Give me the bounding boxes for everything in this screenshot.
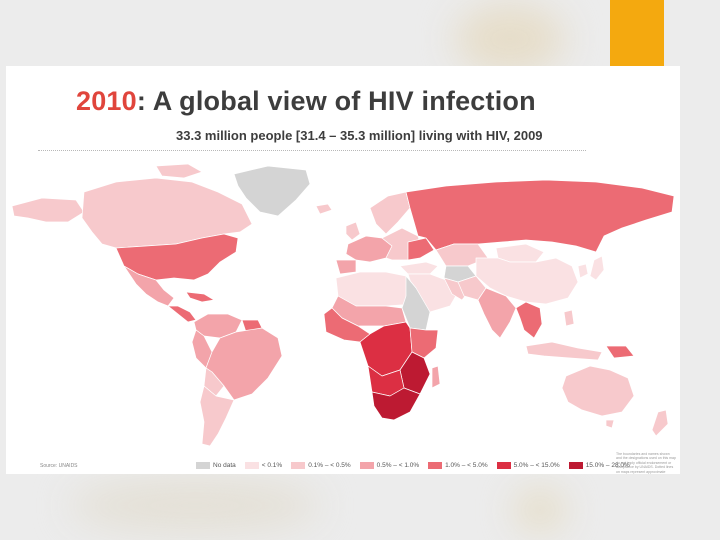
- map-region-russia: [405, 179, 675, 253]
- map-region-mongolia: [495, 243, 545, 263]
- legend-item-0-5-to-1-0: 0.5% – < 1.0%: [359, 461, 420, 469]
- background-blob: [515, 490, 565, 530]
- title-year: 2010: [76, 86, 137, 116]
- legend-item-15-0-to-28-0: 15.0% – 28.0%: [568, 461, 630, 469]
- legend-item-5-0-to-15-0: 5.0% – < 15.0%: [496, 461, 560, 469]
- legend-swatch: [244, 461, 259, 469]
- map-region-central-america: [167, 305, 197, 323]
- legend-item-below-0-1: < 0.1%: [244, 461, 283, 469]
- map-region-new-zealand: [651, 409, 669, 437]
- legend-label: < 0.1%: [261, 461, 283, 469]
- map-region-australia: [561, 365, 635, 417]
- map-region-alaska: [11, 197, 85, 223]
- legend-label: 1.0% – < 5.0%: [445, 461, 488, 469]
- map-region-japan: [589, 255, 605, 281]
- slide-title: 2010: A global view of HIV infection: [76, 86, 536, 117]
- slide-subtitle: 33.3 million people [31.4 – 35.3 million…: [176, 128, 543, 143]
- source-note: Source: UNAIDS: [40, 463, 78, 469]
- slide: 2010: A global view of HIV infection 33.…: [6, 66, 680, 474]
- map-region-philippines: [563, 309, 575, 327]
- legend-swatch: [359, 461, 374, 469]
- legend-swatch: [496, 461, 511, 469]
- legend-swatch: [196, 461, 210, 469]
- map-region-bolivia-paraguay: [203, 367, 225, 397]
- map-region-mexico: [123, 265, 175, 307]
- map-region-scandinavia: [369, 191, 411, 235]
- map-region-korea: [577, 263, 589, 279]
- map-region-southeast-asia: [515, 301, 543, 339]
- map-region-indonesia: [525, 341, 603, 361]
- legend-item-1-0-to-5-0: 1.0% – < 5.0%: [428, 461, 488, 469]
- legend-swatch: [568, 461, 583, 469]
- legend-swatch: [291, 461, 306, 469]
- legend-label: 0.5% – < 1.0%: [376, 461, 420, 469]
- map-region-tasmania: [605, 419, 615, 429]
- map-disclaimer: The boundaries and names shown and the d…: [616, 452, 676, 474]
- legend-label: 0.1% – < 0.5%: [308, 461, 351, 469]
- title-divider: [38, 150, 586, 151]
- title-text: : A global view of HIV infection: [136, 86, 536, 116]
- map-region-turkey: [399, 261, 439, 275]
- map-region-ukraine: [407, 237, 435, 261]
- legend-label: 15.0% – 28.0%: [585, 461, 630, 469]
- map-region-madagascar: [431, 365, 441, 389]
- world-map: [11, 163, 675, 447]
- legend-item-0-1-to-0-5: 0.1% – < 0.5%: [291, 461, 351, 469]
- legend-label: No data: [213, 461, 236, 469]
- map-region-canadian-islands: [155, 163, 203, 179]
- accent-bar: [610, 0, 664, 66]
- background-blob: [70, 478, 320, 533]
- legend-swatch: [428, 461, 443, 469]
- map-region-iceland: [315, 203, 333, 215]
- map-region-iberia: [335, 259, 357, 275]
- legend-item-no-data: No data: [196, 461, 236, 469]
- map-region-greenland: [233, 165, 311, 217]
- map-region-southern-africa: [371, 387, 421, 421]
- map-region-papua-new-guinea: [605, 345, 635, 359]
- map-region-caribbean: [185, 291, 215, 303]
- map-region-argentina-chile: [199, 385, 235, 447]
- map-region-united-kingdom: [345, 221, 361, 241]
- map-region-china: [475, 257, 579, 305]
- map-region-india: [477, 287, 517, 339]
- legend-label: 5.0% – < 15.0%: [513, 461, 560, 469]
- background-blob: [455, 4, 565, 74]
- map-legend: No data < 0.1% 0.1% – < 0.5% 0.5% – < 1.…: [196, 460, 630, 470]
